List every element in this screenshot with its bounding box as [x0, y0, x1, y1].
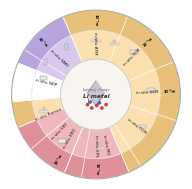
Text: 10⁻³m: 10⁻³m	[95, 163, 99, 175]
Bar	[113, 40, 116, 43]
Wedge shape	[120, 16, 174, 69]
Circle shape	[104, 103, 108, 106]
Wedge shape	[115, 105, 157, 149]
Circle shape	[100, 106, 104, 110]
Wedge shape	[71, 30, 120, 62]
Text: 10⁻⁹m: 10⁻⁹m	[93, 14, 97, 26]
Bar	[139, 125, 146, 129]
Wedge shape	[81, 149, 141, 179]
Text: in situ NDP: in situ NDP	[35, 78, 57, 87]
Bar	[91, 40, 101, 43]
Bar	[43, 107, 45, 110]
Text: in situ SEM: in situ SEM	[136, 90, 159, 95]
Circle shape	[86, 103, 89, 106]
Polygon shape	[88, 81, 104, 106]
Text: in situ Raman: in situ Raman	[35, 107, 62, 122]
Bar	[130, 50, 138, 54]
Bar	[58, 139, 66, 143]
Wedge shape	[63, 10, 128, 36]
Bar	[110, 43, 119, 45]
Wedge shape	[64, 153, 129, 179]
Text: in situ MO: in situ MO	[102, 135, 110, 156]
Wedge shape	[12, 10, 180, 179]
Text: 10⁻⁶m: 10⁻⁶m	[164, 89, 176, 94]
Wedge shape	[130, 114, 176, 166]
Bar	[39, 110, 48, 112]
Text: in situ TEM: in situ TEM	[123, 48, 141, 67]
Circle shape	[98, 101, 101, 105]
Wedge shape	[18, 120, 72, 173]
Bar	[96, 146, 105, 149]
Text: Li metal: Li metal	[83, 94, 109, 99]
Circle shape	[60, 59, 132, 130]
Text: 10⁻⁹m: 10⁻⁹m	[142, 36, 154, 47]
Text: in situ XPS: in situ XPS	[94, 135, 98, 157]
Bar	[147, 88, 155, 92]
Wedge shape	[31, 136, 85, 178]
Text: in situ XRT: in situ XRT	[51, 122, 69, 140]
Text: in situ XRD: in situ XRD	[63, 128, 78, 150]
Text: in situ NMR: in situ NMR	[50, 49, 69, 68]
Bar	[44, 59, 47, 65]
Wedge shape	[72, 127, 121, 159]
Bar	[65, 44, 68, 50]
Wedge shape	[32, 30, 160, 159]
Text: 10⁻³m: 10⁻³m	[37, 37, 49, 48]
Wedge shape	[85, 125, 130, 159]
Bar	[40, 76, 47, 80]
Wedge shape	[47, 117, 90, 158]
Text: in situ TOM: in situ TOM	[126, 118, 147, 135]
Wedge shape	[12, 100, 47, 149]
Wedge shape	[32, 98, 69, 136]
Wedge shape	[36, 36, 82, 81]
Circle shape	[88, 100, 92, 104]
Text: battery charge: battery charge	[83, 88, 109, 92]
Bar	[99, 143, 101, 146]
Text: in situ AFM: in situ AFM	[94, 32, 98, 54]
Wedge shape	[109, 35, 155, 81]
Wedge shape	[155, 62, 180, 121]
Bar	[95, 37, 97, 40]
Circle shape	[90, 106, 94, 110]
Circle shape	[95, 104, 99, 107]
Text: 10⁻³m: 10⁻³m	[54, 153, 64, 165]
Wedge shape	[18, 17, 71, 70]
Wedge shape	[129, 69, 160, 114]
Wedge shape	[37, 108, 83, 154]
